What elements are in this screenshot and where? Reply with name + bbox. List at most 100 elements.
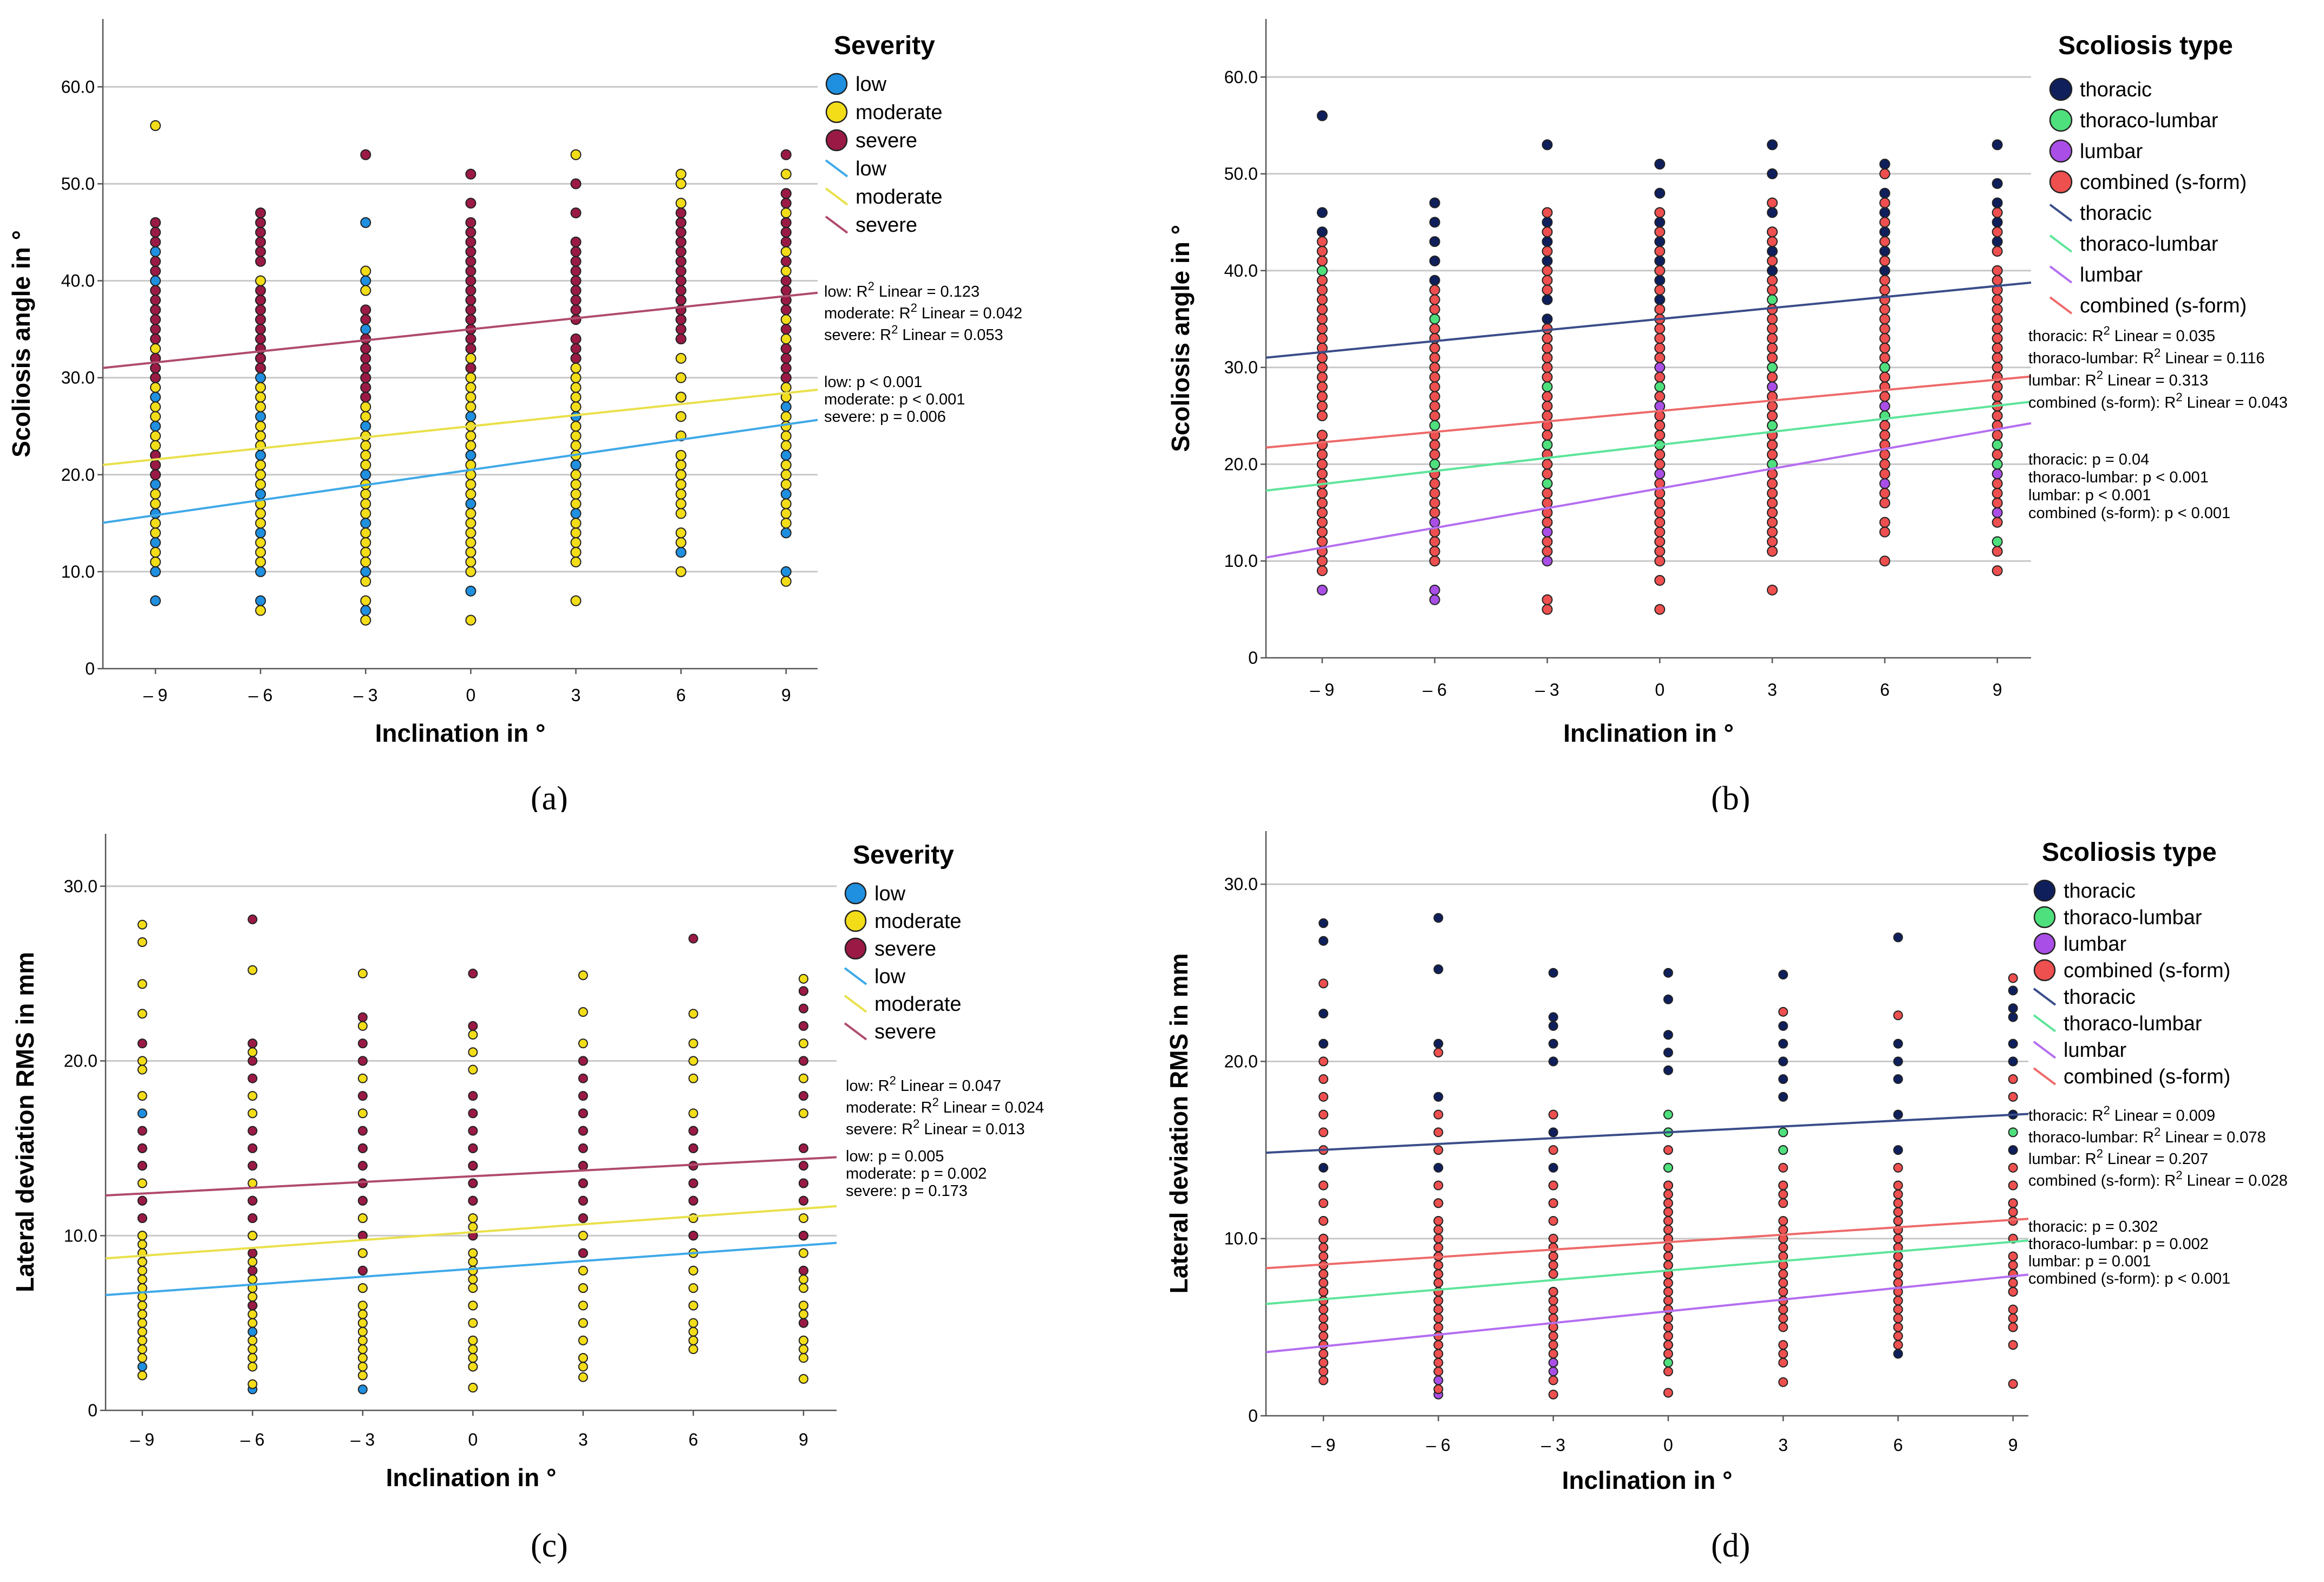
legend-marker-b-thoraco-lumbar xyxy=(2049,108,2073,132)
point-c-moderate-127 xyxy=(688,1038,698,1049)
point-b-combined-s-form-107 xyxy=(1654,323,1666,335)
point-b-combined-s-form-171 xyxy=(1879,168,1890,180)
point-a-low-16 xyxy=(255,488,266,500)
point-b-combined-s-form-198 xyxy=(1992,226,2003,238)
x-tick-label-a-4: 3 xyxy=(571,685,581,705)
legend-line-label-a-low: low xyxy=(856,158,887,180)
fit-line-c-low xyxy=(105,1241,837,1296)
point-b-combined-s-form-98 xyxy=(1654,449,1666,460)
point-a-moderate-138 xyxy=(780,411,792,422)
point-c-moderate-131 xyxy=(798,1344,808,1355)
point-c-moderate-14 xyxy=(137,1239,147,1250)
point-d-thoracic-10 xyxy=(1433,1038,1444,1049)
point-c-moderate-10 xyxy=(137,1274,147,1284)
point-a-severe-100 xyxy=(780,198,792,209)
point-b-thoraco-lumbar-13 xyxy=(1767,294,1778,305)
point-b-combined-s-form-123 xyxy=(1767,478,1778,489)
point-d-thoracic-18 xyxy=(1548,1038,1558,1049)
point-a-severe-66 xyxy=(570,275,582,286)
point-a-moderate-41 xyxy=(360,556,371,567)
point-a-severe-56 xyxy=(465,217,476,228)
point-d-thoracic-44 xyxy=(1893,1145,1903,1155)
point-b-thoracic-15 xyxy=(1542,313,1553,325)
point-c-moderate-136 xyxy=(798,1283,808,1293)
point-d-thoracic-25 xyxy=(1663,1030,1673,1040)
point-d-combined-s-form-122 xyxy=(1893,1296,1903,1306)
point-b-combined-s-form-153 xyxy=(1879,429,1890,441)
point-c-moderate-89 xyxy=(468,1064,478,1075)
point-d-combined-s-form-96 xyxy=(1778,1357,1788,1368)
point-b-thoracic-21 xyxy=(1654,274,1666,286)
point-a-moderate-74 xyxy=(465,430,476,442)
point-b-combined-s-form-159 xyxy=(1879,342,1890,354)
point-c-moderate-12 xyxy=(137,1257,147,1267)
point-c-moderate-63 xyxy=(357,1213,368,1223)
panel-label-c: (c) xyxy=(531,1527,568,1564)
point-b-combined-s-form-28 xyxy=(1316,284,1328,296)
point-c-moderate-110 xyxy=(578,970,588,980)
point-d-combined-s-form-118 xyxy=(1893,1331,1903,1341)
legend-line-label-a-moderate: moderate xyxy=(856,186,943,208)
x-tick-label-a-5: 6 xyxy=(676,685,686,705)
point-b-combined-s-form-97 xyxy=(1654,459,1666,470)
point-d-combined-s-form-30 xyxy=(1433,1349,1444,1359)
point-a-moderate-128 xyxy=(780,576,792,587)
point-d-combined-s-form-29 xyxy=(1433,1357,1444,1368)
point-a-moderate-88 xyxy=(570,498,582,509)
point-b-combined-s-form-24 xyxy=(1316,323,1328,335)
point-b-combined-s-form-151 xyxy=(1879,449,1890,460)
point-b-combined-s-form-43 xyxy=(1429,439,1440,450)
point-b-combined-s-form-188 xyxy=(1992,342,2003,354)
point-c-moderate-130 xyxy=(798,1353,808,1363)
point-a-moderate-32 xyxy=(255,382,266,393)
legend-marker-label-b-lumbar: lumbar xyxy=(2080,140,2143,163)
point-b-combined-s-form-66 xyxy=(1542,468,1553,480)
point-a-moderate-4 xyxy=(150,518,161,529)
point-c-moderate-132 xyxy=(798,1335,808,1345)
point-c-moderate-27 xyxy=(247,1379,258,1389)
point-c-moderate-78 xyxy=(468,1274,478,1284)
y-tick-label-a-6: 60.0 xyxy=(61,77,95,96)
point-a-low-0 xyxy=(150,595,161,606)
point-c-moderate-97 xyxy=(578,1300,588,1311)
point-d-lumbar-4 xyxy=(1548,1357,1558,1368)
y-tick-label-b-4: 40.0 xyxy=(1224,261,1258,280)
point-a-severe-23 xyxy=(255,304,266,316)
point-b-combined-s-form-184 xyxy=(1992,381,2003,393)
point-a-moderate-130 xyxy=(780,508,792,519)
point-c-severe-42 xyxy=(578,1178,588,1188)
point-d-combined-s-form-155 xyxy=(2008,1074,2018,1084)
point-d-combined-s-form-54 xyxy=(1548,1349,1558,1359)
y-tick-label-a-2: 20.0 xyxy=(61,465,95,485)
point-d-combined-s-form-97 xyxy=(1778,1349,1788,1359)
point-a-moderate-83 xyxy=(570,556,582,567)
point-d-lumbar-3 xyxy=(1548,1367,1558,1377)
point-a-severe-26 xyxy=(255,256,266,267)
legend-title-d: Scoliosis type xyxy=(2042,838,2217,867)
point-a-severe-85 xyxy=(675,217,687,228)
point-a-moderate-115 xyxy=(675,391,687,403)
stat-p-b-thoracic: thoracic: p = 0.04 xyxy=(2028,451,2149,468)
panel-a: 0 10.0 20.0 30.0 40.0 50.0 60.0 – 9 – 6 – 3 0 3 6 9 In… xyxy=(0,0,1162,812)
panel-label-b: (b) xyxy=(1711,780,1751,812)
legend-line-d-lumbar xyxy=(2033,1041,2057,1059)
legend-marker-label-a-low: low xyxy=(856,73,887,96)
point-b-thoracic-18 xyxy=(1654,217,1666,228)
point-d-thoracic-17 xyxy=(1548,1021,1558,1031)
x-tick-label-d-6: 9 xyxy=(2008,1435,2018,1455)
point-d-combined-s-form-44 xyxy=(1433,1225,1444,1235)
point-c-moderate-31 xyxy=(247,1335,258,1345)
point-d-combined-s-form-80 xyxy=(1663,1296,1673,1306)
point-a-moderate-103 xyxy=(675,566,687,577)
y-tick-label-a-3: 30.0 xyxy=(61,368,95,388)
point-b-combined-s-form-25 xyxy=(1316,313,1328,325)
point-b-lumbar-5 xyxy=(1542,555,1553,567)
point-b-combined-s-form-69 xyxy=(1542,429,1553,441)
x-axis-title-b: Inclination in ° xyxy=(1563,719,1734,747)
legend-marker-label-d-lumbar: lumbar xyxy=(2064,933,2126,956)
point-c-moderate-76 xyxy=(468,1300,478,1311)
point-d-combined-s-form-25 xyxy=(1318,1056,1329,1067)
point-b-combined-s-form-122 xyxy=(1767,488,1778,499)
point-a-moderate-29 xyxy=(255,421,266,432)
fit-line-d-combined-s-form xyxy=(1265,1218,2029,1270)
